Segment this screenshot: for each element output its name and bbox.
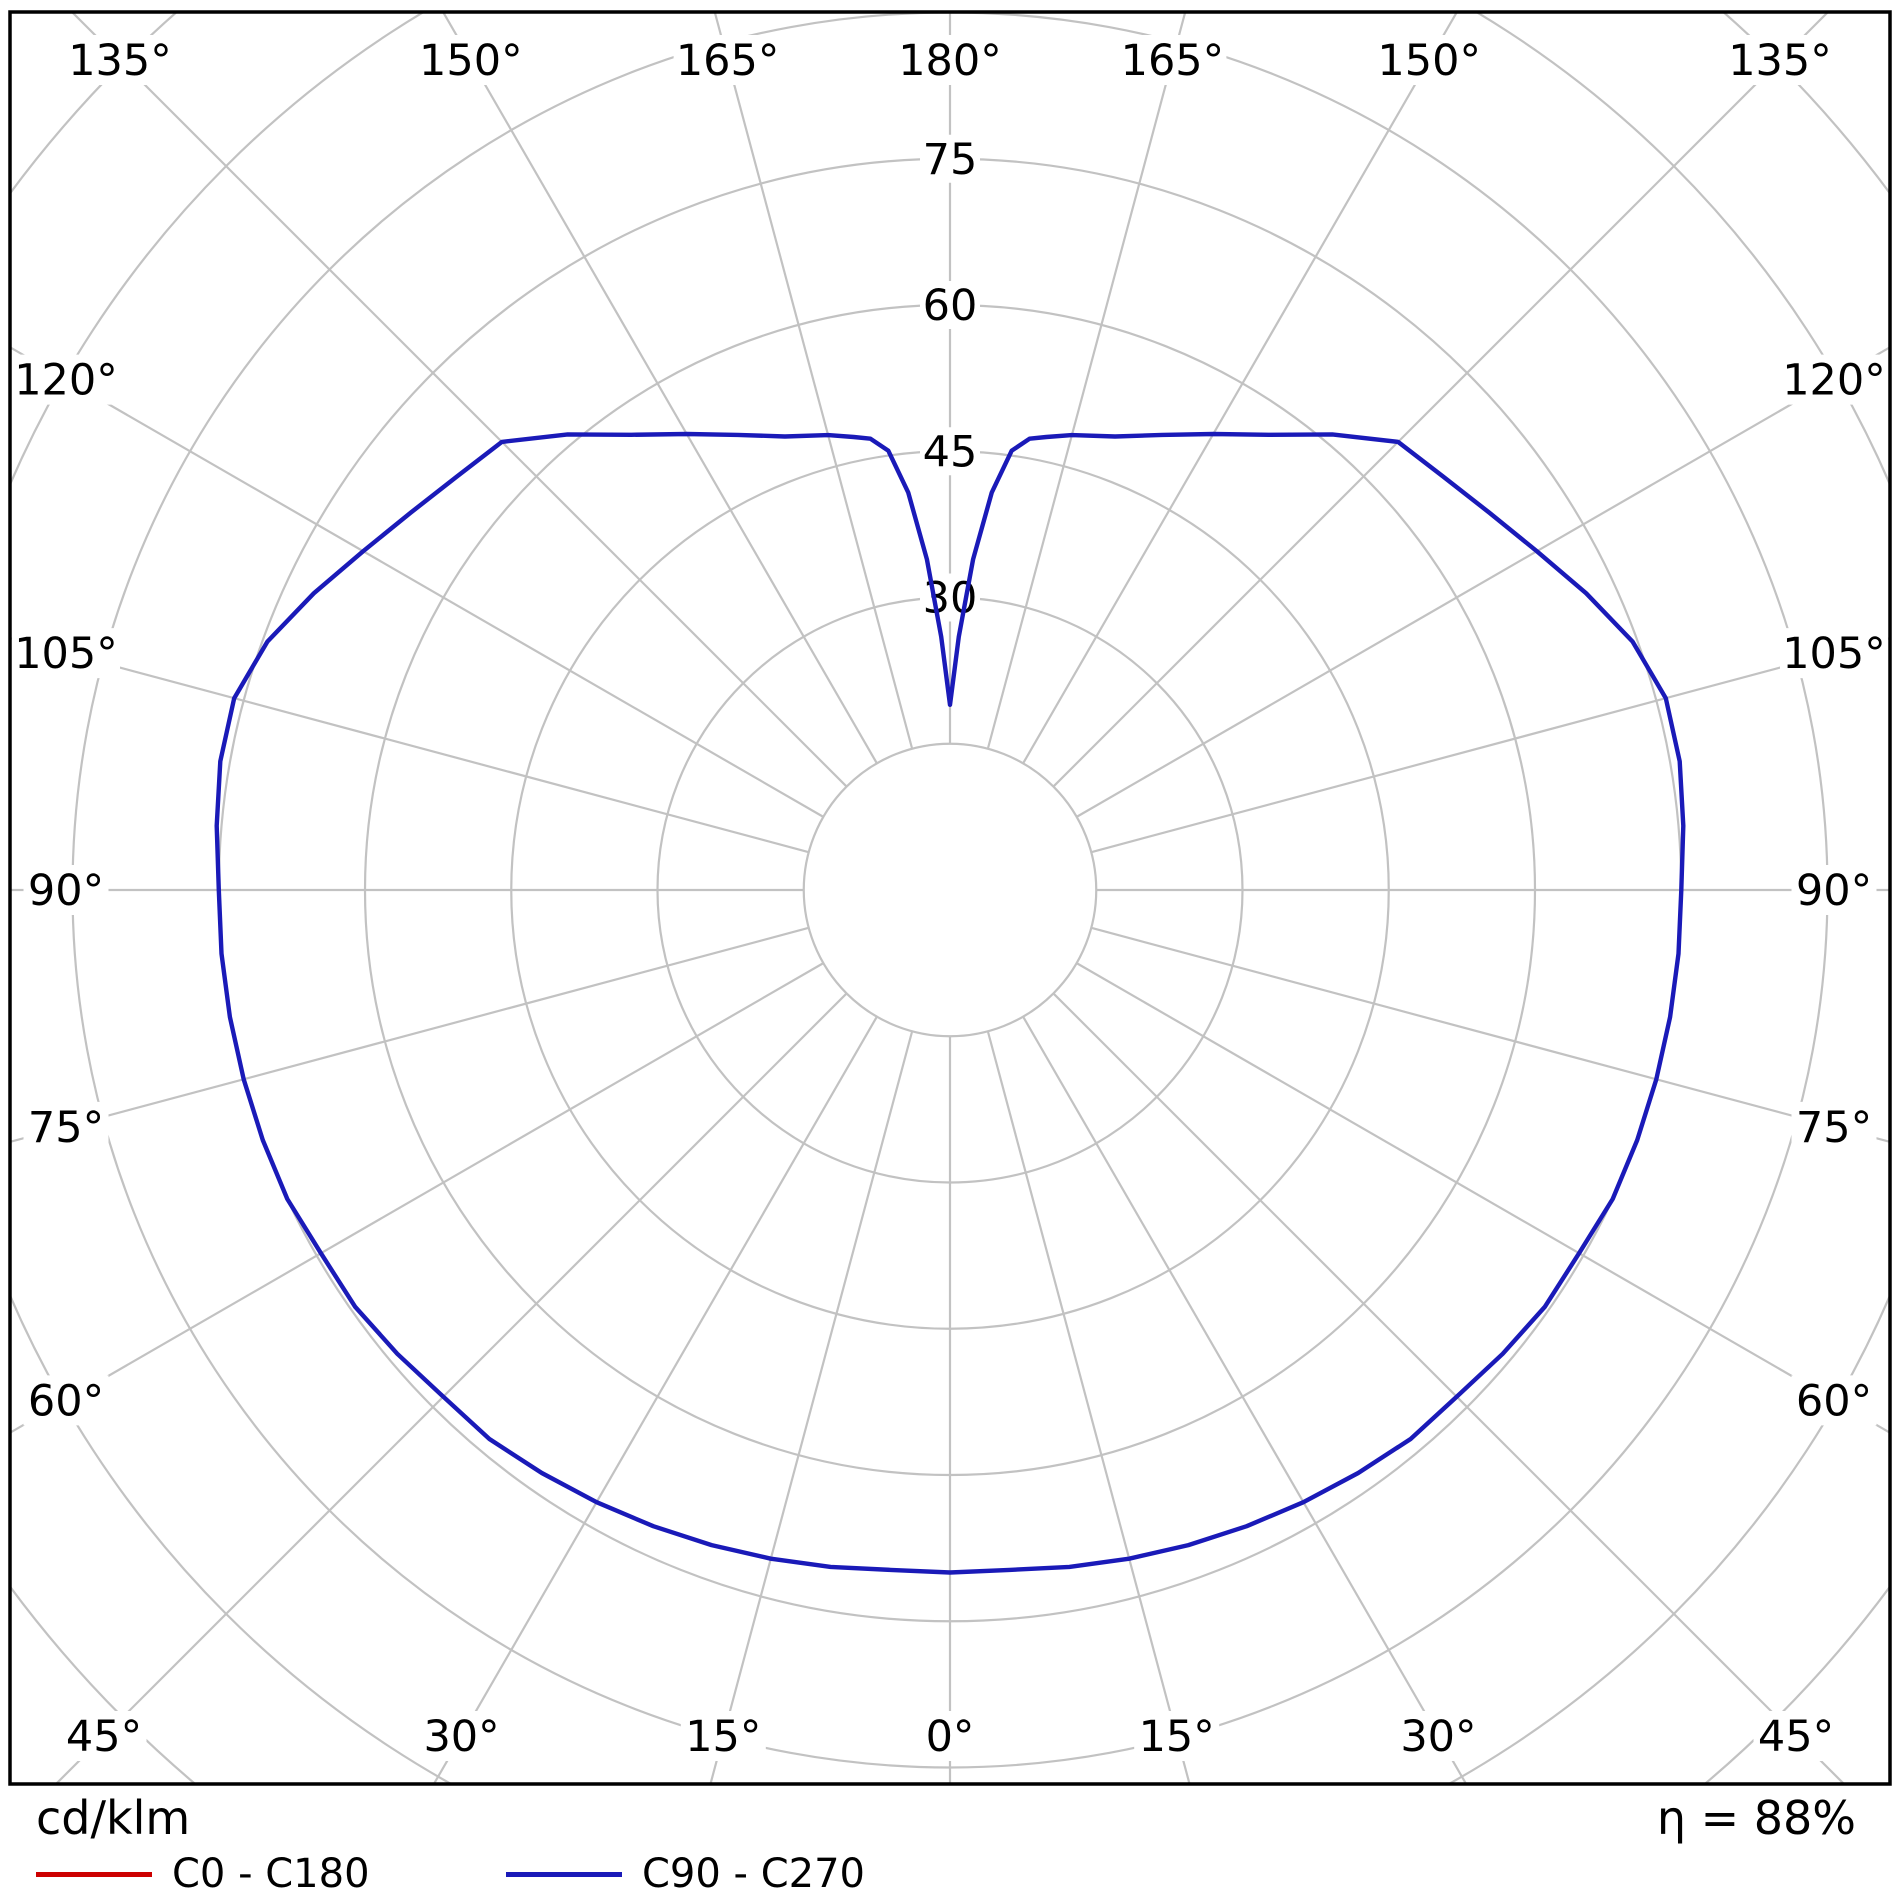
svg-text:30°: 30°: [1400, 1712, 1476, 1762]
svg-text:135°: 135°: [68, 36, 172, 86]
svg-text:165°: 165°: [676, 36, 780, 86]
svg-text:105°: 105°: [1782, 629, 1886, 679]
svg-text:120°: 120°: [14, 356, 118, 406]
svg-text:15°: 15°: [685, 1712, 761, 1762]
svg-text:30°: 30°: [423, 1712, 499, 1762]
svg-text:120°: 120°: [1782, 356, 1886, 406]
svg-text:60°: 60°: [28, 1376, 104, 1426]
c0-c180-line-swatch: [36, 1871, 152, 1877]
svg-text:15°: 15°: [1139, 1712, 1215, 1762]
svg-text:60°: 60°: [1796, 1376, 1872, 1426]
legend-item-c0-c180: C0 - C180: [36, 1850, 370, 1898]
svg-text:90°: 90°: [28, 866, 104, 916]
legend-label-c90-c270: C90 - C270: [642, 1851, 865, 1897]
svg-text:45°: 45°: [66, 1712, 142, 1762]
svg-text:150°: 150°: [1377, 36, 1481, 86]
unit-label: cd/klm: [36, 1791, 191, 1845]
svg-text:0°: 0°: [926, 1712, 975, 1762]
svg-text:90°: 90°: [1796, 866, 1872, 916]
svg-text:60: 60: [923, 281, 978, 331]
svg-text:135°: 135°: [1728, 36, 1832, 86]
svg-text:150°: 150°: [419, 36, 523, 86]
svg-text:75°: 75°: [1796, 1103, 1872, 1153]
chart-legend: C0 - C180 C90 - C270: [0, 1850, 1900, 1898]
svg-text:45°: 45°: [1758, 1712, 1834, 1762]
svg-text:45: 45: [923, 427, 978, 477]
svg-text:180°: 180°: [898, 36, 1002, 86]
svg-text:75°: 75°: [28, 1103, 104, 1153]
legend-label-c0-c180: C0 - C180: [172, 1851, 370, 1897]
svg-text:75: 75: [923, 135, 978, 185]
efficiency-value: η = 88%: [1656, 1791, 1856, 1845]
svg-text:165°: 165°: [1121, 36, 1225, 86]
svg-text:105°: 105°: [14, 629, 118, 679]
legend-item-c90-c270: C90 - C270: [506, 1850, 865, 1898]
c90-c270-line-swatch: [506, 1871, 622, 1877]
